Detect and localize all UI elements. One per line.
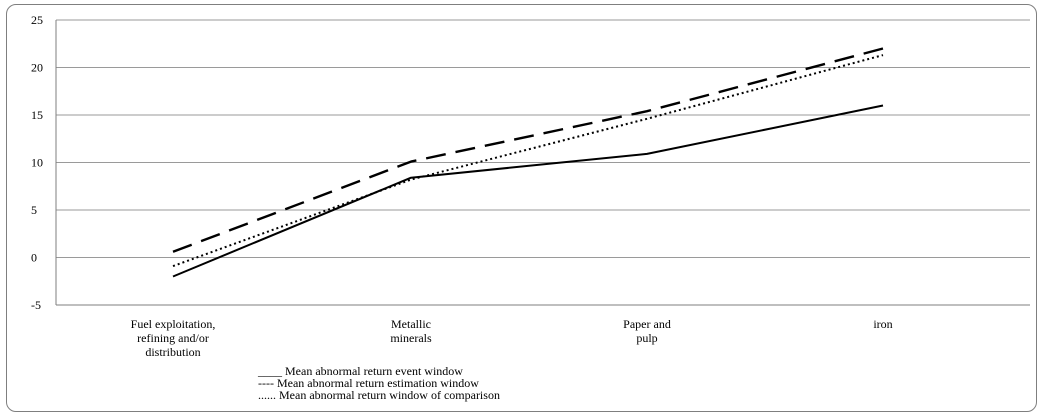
y-tick-label: 15 (31, 108, 43, 122)
x-category-labels: Fuel exploitation, refining and/or distrib… (131, 317, 893, 359)
legend-series-name: Mean abnormal return estimation window (277, 376, 479, 390)
series-line-dashed (172, 47, 884, 253)
y-tick-label: 5 (31, 203, 37, 217)
series-lines (172, 47, 884, 278)
series-line-dotted (172, 54, 884, 268)
x-category-label: Metallic minerals (390, 317, 432, 345)
x-category-label-line: minerals (390, 331, 432, 345)
legend-series-name: Mean abnormal return event window (285, 364, 463, 378)
y-tick-label: 20 (31, 61, 43, 75)
legend: ____ Mean abnormal return event window--… (257, 364, 500, 402)
x-category-label-line: distribution (145, 345, 200, 359)
legend-prefix: ---- (258, 376, 277, 390)
x-category-label: iron (873, 317, 892, 331)
x-category-label-line: Fuel exploitation, (131, 317, 216, 331)
series-line-solid (172, 104, 884, 278)
y-tick-label: 0 (31, 251, 37, 265)
y-tick-label: -5 (31, 298, 41, 312)
x-category-label-line: pulp (636, 331, 657, 345)
legend-series-name: Mean abnormal return window of compariso… (279, 388, 500, 402)
legend-prefix: ____ (257, 364, 285, 378)
x-category-label-line: Paper and (623, 317, 671, 331)
y-tick-label: 25 (31, 13, 43, 27)
x-category-label-line: refining and/or (137, 331, 209, 345)
legend-entry: ---- Mean abnormal return estimation win… (258, 376, 479, 390)
x-category-label-line: iron (873, 317, 892, 331)
legend-entry: ...... Mean abnormal return window of co… (258, 388, 500, 402)
chart-frame (6, 4, 1037, 412)
y-tick-label: 10 (31, 156, 43, 170)
x-category-label: Paper and pulp (623, 317, 671, 345)
y-tick-labels: -5 0 5 10 15 20 25 (31, 13, 43, 312)
x-category-label: Fuel exploitation, refining and/or distrib… (131, 317, 216, 359)
legend-prefix: ...... (258, 388, 279, 402)
axes (55, 20, 1030, 306)
gridlines (56, 19, 1030, 258)
x-category-label-line: Metallic (391, 317, 431, 331)
legend-entry: ____ Mean abnormal return event window (257, 364, 463, 378)
